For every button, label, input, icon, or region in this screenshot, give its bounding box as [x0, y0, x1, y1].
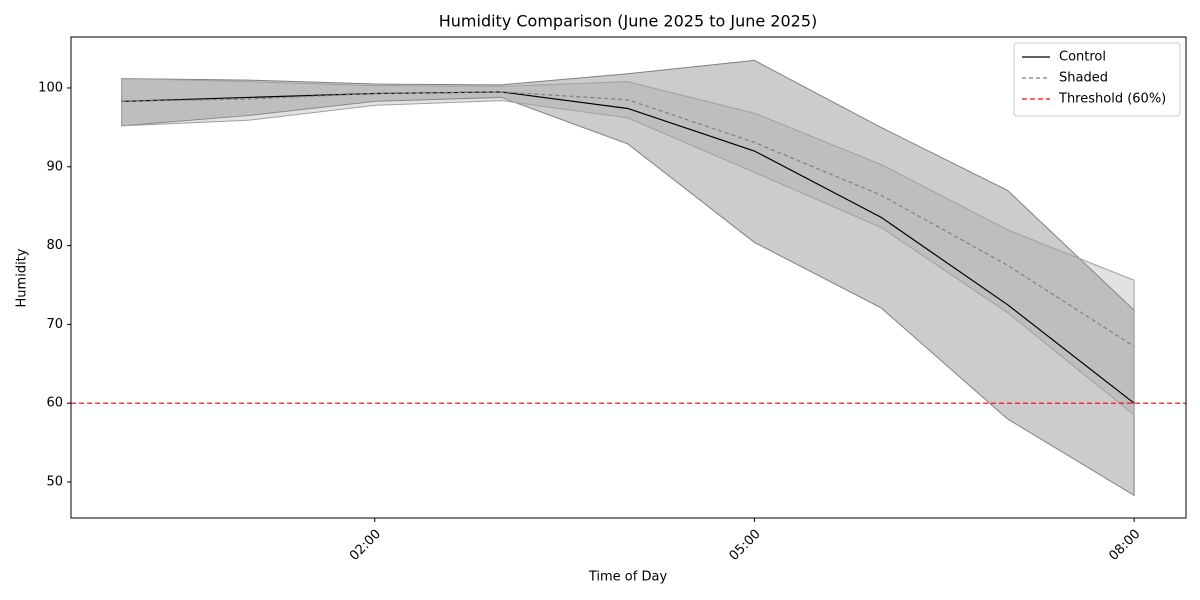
- band: [121, 59, 1135, 497]
- chart-title: Humidity Comparison (June 2025 to June 2…: [439, 12, 818, 31]
- legend: Control Shaded Threshold (60%): [1013, 42, 1181, 117]
- x-tick-label: 02:00: [347, 527, 384, 564]
- legend-label: Control: [1059, 50, 1106, 65]
- x-tick-label: 08:00: [1106, 527, 1143, 564]
- y-tick-label: 80: [46, 238, 63, 253]
- y-tick-label: 70: [46, 317, 63, 332]
- y-tick-label: 60: [46, 396, 63, 411]
- legend-label: Shaded: [1059, 71, 1108, 86]
- x-axis-label: Time of Day: [588, 570, 668, 585]
- y-tick-label: 90: [46, 159, 63, 174]
- legend-box: [1013, 42, 1181, 117]
- x-tick-label: 05:00: [727, 527, 764, 564]
- y-tick-label: 50: [46, 474, 63, 489]
- line: [121, 91, 1135, 347]
- band: [121, 78, 1135, 417]
- legend-label: Threshold (60%): [1058, 92, 1166, 107]
- plot-frame: [70, 36, 1187, 519]
- y-tick-label: 100: [38, 80, 63, 95]
- y-axis-label: Humidity: [15, 248, 30, 307]
- line: [121, 91, 1135, 404]
